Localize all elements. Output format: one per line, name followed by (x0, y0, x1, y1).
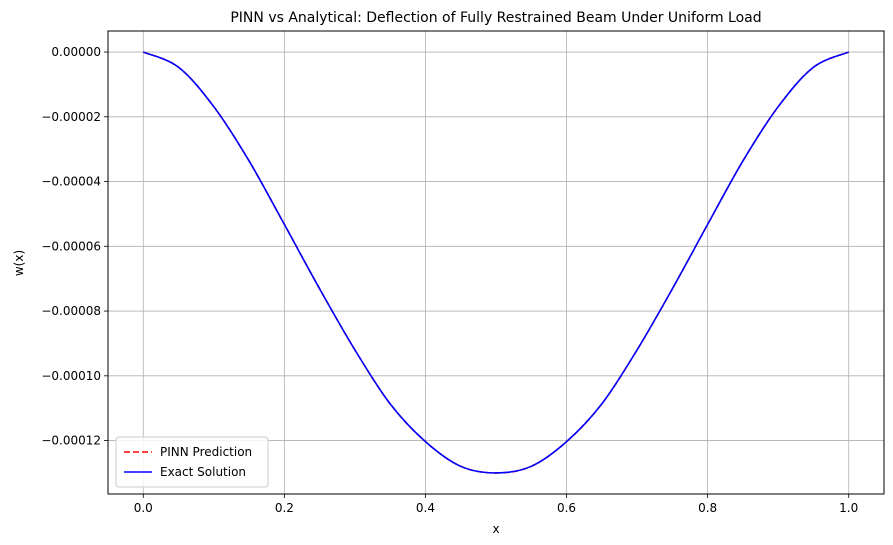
y-tick-label: −0.00006 (41, 239, 101, 253)
series-layer (142, 51, 850, 474)
x-axis-label: x (492, 522, 499, 536)
chart-title: PINN vs Analytical: Deflection of Fully … (230, 10, 761, 26)
legend-label: Exact Solution (160, 465, 246, 479)
y-tick-label: −0.00012 (41, 434, 101, 448)
legend-label: PINN Prediction (160, 445, 252, 459)
x-tick-label: 0.4 (416, 501, 435, 515)
y-tick-label: −0.00002 (41, 110, 101, 124)
x-tick-label: 1.0 (839, 501, 858, 515)
y-tick-label: 0.00000 (51, 45, 101, 59)
series-line-exact-solution (142, 51, 850, 474)
x-tick-label: 0.8 (698, 501, 717, 515)
tick-layer: 0.0 0.2 0.4 0.6 0.8 1.0 0.00000 −0.00002 −0.0000… (41, 45, 858, 515)
x-tick-label: 0.6 (557, 501, 576, 515)
x-tick-label: 0.0 (134, 501, 153, 515)
grid (108, 31, 884, 494)
legend-box (115, 436, 269, 488)
y-tick-label: −0.00004 (41, 175, 101, 189)
legend: PINN Prediction Exact Solution (115, 436, 269, 488)
y-tick-label: −0.00008 (41, 304, 101, 318)
plot-frame (107, 30, 885, 495)
y-axis-label: w(x) (12, 250, 26, 276)
y-tick-label: −0.00010 (41, 369, 101, 383)
x-tick-label: 0.2 (275, 501, 294, 515)
